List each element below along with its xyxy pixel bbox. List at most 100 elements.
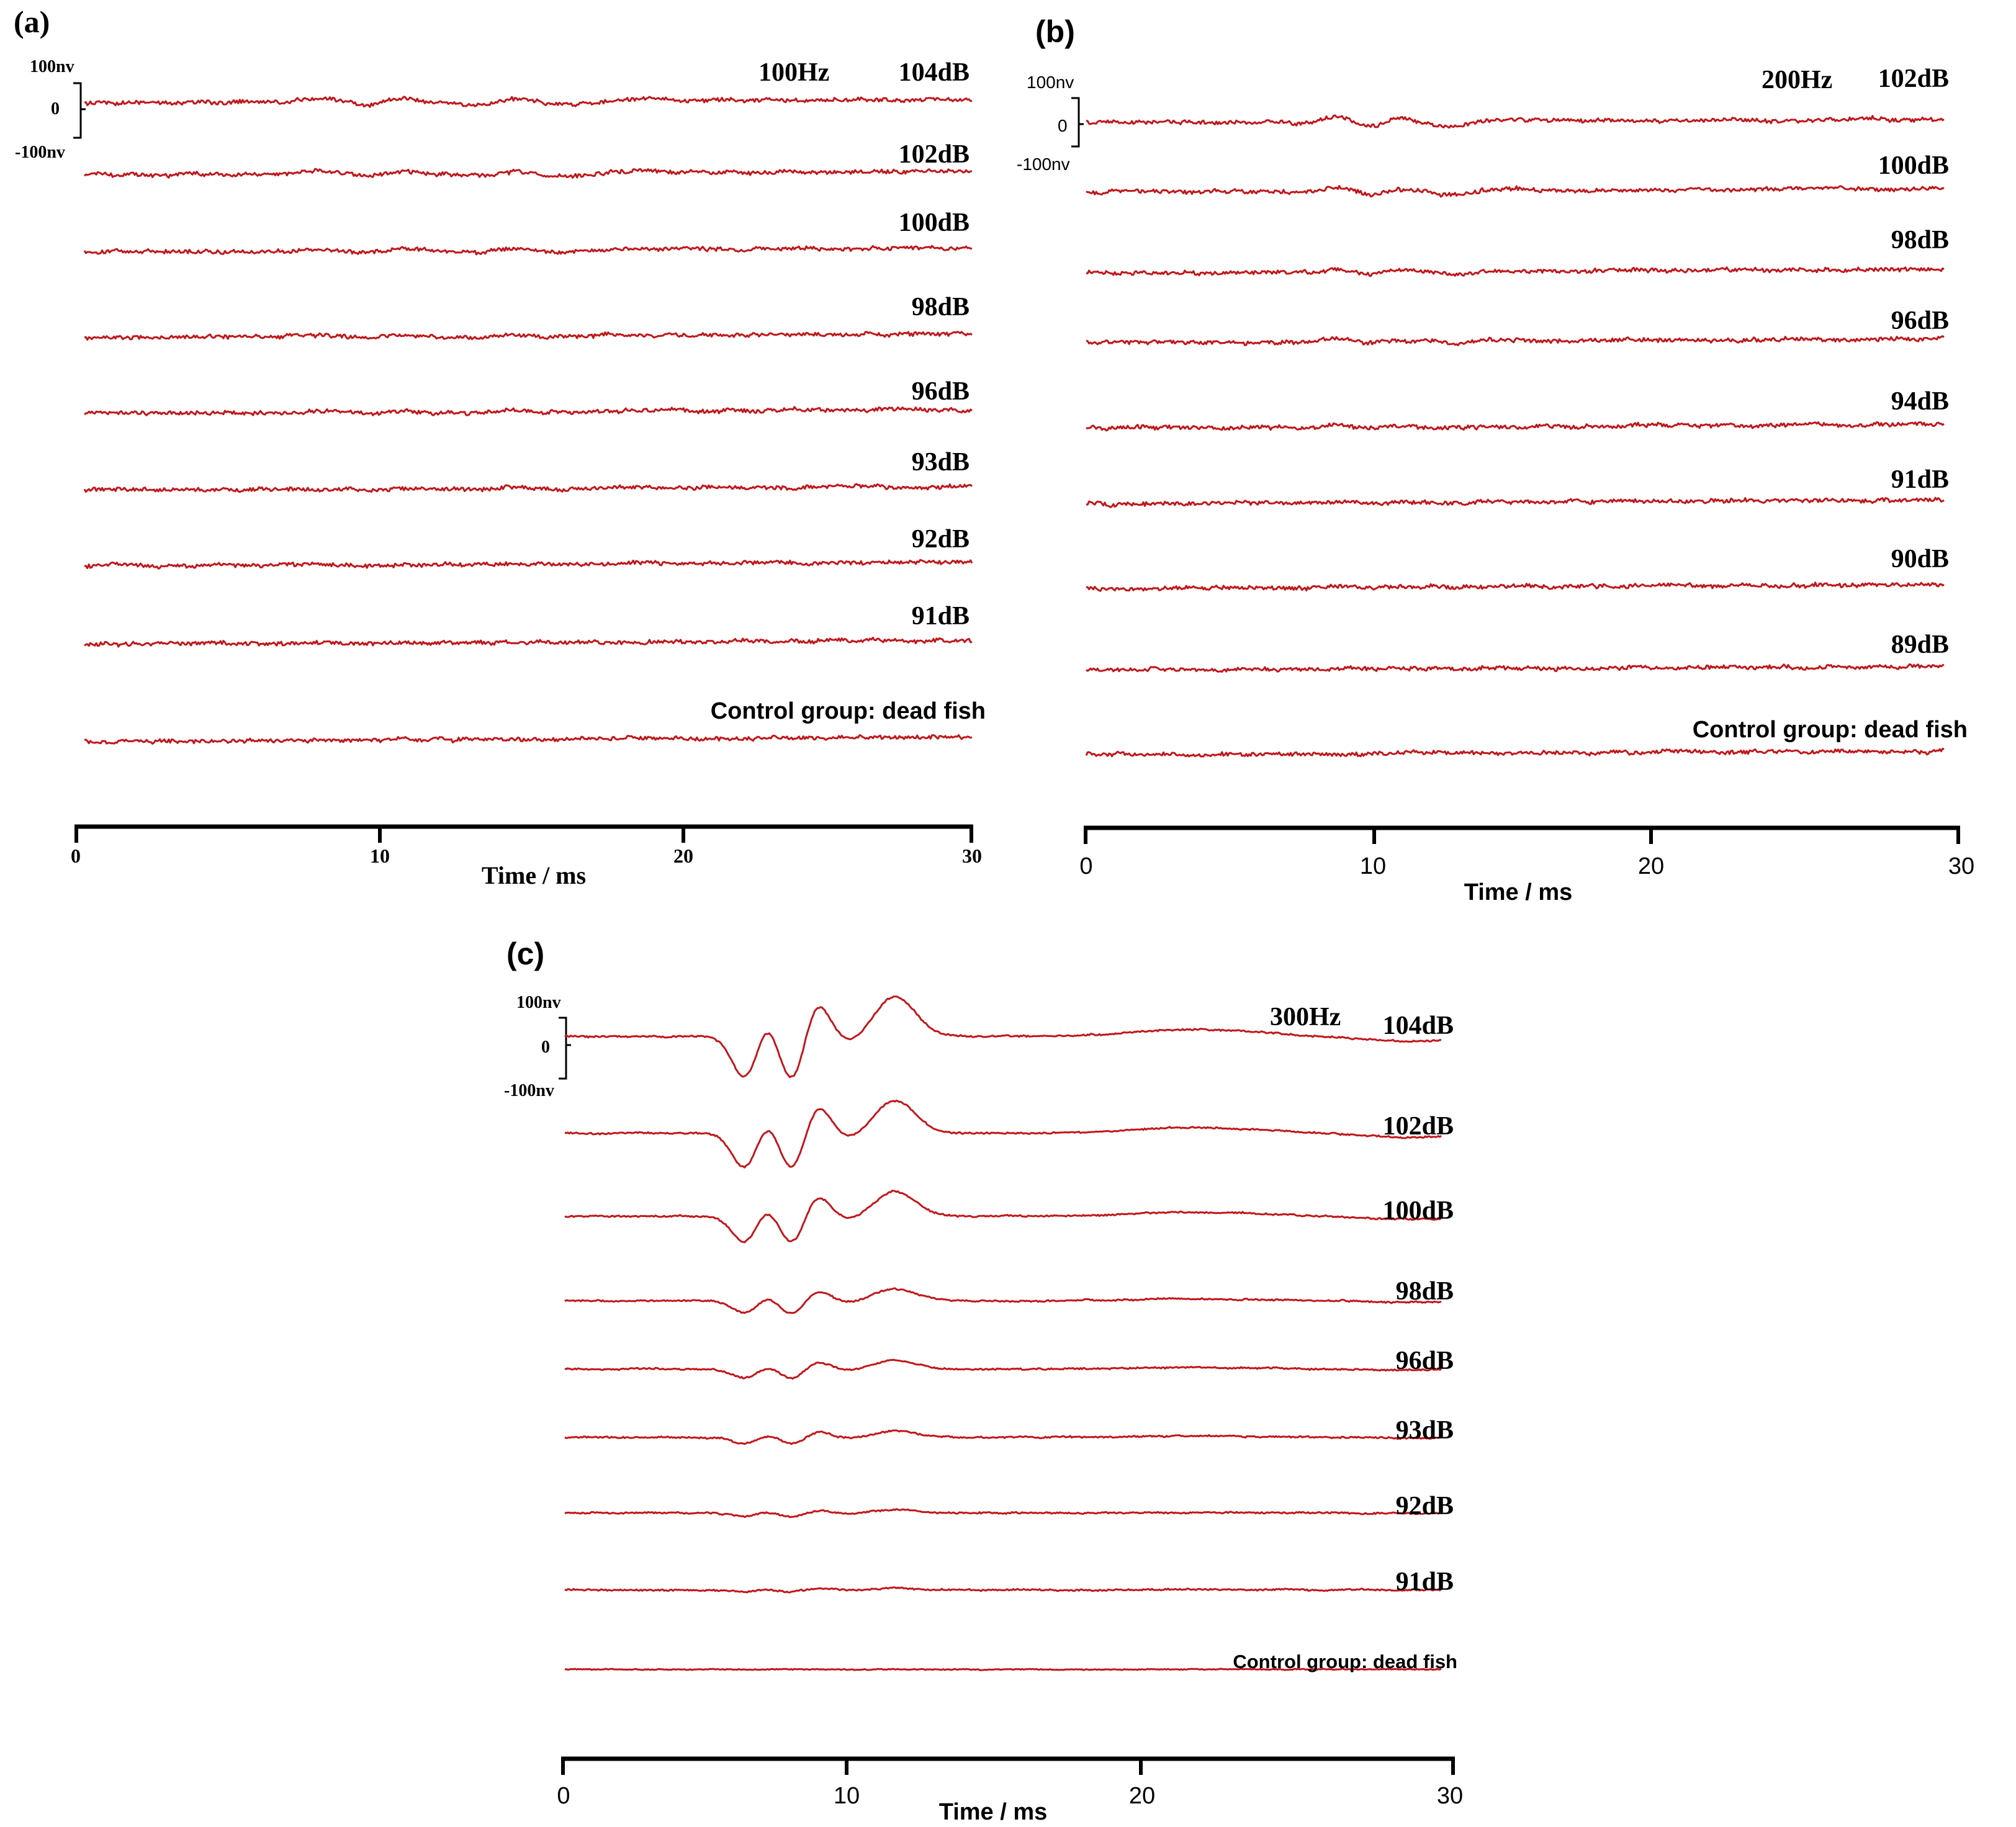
panel-b-x-axis: 0 10 20 30 Time / ms xyxy=(1079,825,1974,905)
trace-94db xyxy=(1086,421,1945,432)
panel-c-label-control: Control group: dead fish xyxy=(1233,1651,1457,1672)
panel-a-frequency: 100Hz xyxy=(758,58,829,87)
trace-89db xyxy=(1086,663,1945,673)
panel-b-scale-top: 100nv xyxy=(1027,73,1074,92)
trace-90db xyxy=(1086,581,1945,592)
panel-c-letter: (c) xyxy=(506,936,544,971)
panel-b-traces xyxy=(1085,114,1945,758)
panel-c-scale-bracket xyxy=(559,1017,571,1080)
panel-a-label-93db: 93dB xyxy=(912,448,970,477)
panel-a-label-control: Control group: dead fish xyxy=(711,698,986,724)
trace-92db xyxy=(84,559,973,570)
panel-b-label-89db: 89dB xyxy=(1891,631,1949,659)
panel-c-label-91db: 91dB xyxy=(1396,1568,1454,1596)
panel-a-scale-bottom: -100nv xyxy=(15,143,65,162)
panel-a-scale-bar: 100nv 0 -100nv xyxy=(15,57,86,162)
trace-102db xyxy=(1086,114,1945,129)
panel-c-traces xyxy=(564,995,1442,1671)
panel-b-scale-bar: 100nv 0 -100nv xyxy=(1017,73,1084,174)
trace-91db xyxy=(84,637,973,648)
panel-c-label-100db: 100dB xyxy=(1383,1196,1454,1225)
panel-a-label-98db: 98dB xyxy=(912,293,970,321)
panel-a-scale-top: 100nv xyxy=(30,57,74,76)
panel-c-tick-label-0: 0 xyxy=(557,1783,570,1809)
panel-b-tick-label-30: 30 xyxy=(1948,853,1974,879)
trace-104db xyxy=(84,96,973,108)
trace-100db xyxy=(83,245,973,256)
panel-b-tick-label-20: 20 xyxy=(1638,853,1664,879)
panel-a-label-92db: 92dB xyxy=(912,525,970,554)
trace-100db xyxy=(1086,185,1945,198)
panel-c-frequency: 300Hz xyxy=(1270,1003,1341,1031)
trace-control-group-dead-fish xyxy=(84,734,973,745)
panel-b-label-91db: 91dB xyxy=(1891,465,1949,494)
panel-c-x-axis: 0 10 20 30 Time / ms xyxy=(557,1756,1463,1825)
panel-b: (b) 200Hz 100nv 0 -100nv 102dB 100dB 98d… xyxy=(1017,14,1974,905)
panel-a-scale-mid: 0 xyxy=(51,99,60,119)
panel-c-scale-bottom: -100nv xyxy=(504,1081,554,1100)
panel-a-scale-bracket xyxy=(73,82,86,139)
panel-c-tick-label-20: 20 xyxy=(1129,1783,1155,1809)
trace-control-group-dead-fish xyxy=(564,1668,1442,1671)
panel-c-tick-label-30: 30 xyxy=(1437,1783,1463,1809)
panel-a-xlabel: Time / ms xyxy=(482,861,586,889)
trace-98db xyxy=(564,1287,1442,1314)
trace-102db xyxy=(564,1099,1442,1169)
panel-a-traces xyxy=(83,96,973,745)
trace-104db xyxy=(564,995,1442,1079)
panel-c-scale-bar: 100nv 0 -100nv xyxy=(504,993,571,1100)
trace-93db xyxy=(83,483,973,493)
panel-c-label-92db: 92dB xyxy=(1396,1492,1454,1520)
panel-b-label-98db: 98dB xyxy=(1891,226,1949,254)
panel-c-label-96db: 96dB xyxy=(1396,1347,1454,1375)
panel-c-label-102db: 102dB xyxy=(1383,1112,1454,1141)
trace-96db xyxy=(1086,335,1945,346)
trace-93db xyxy=(564,1429,1442,1445)
trace-92db xyxy=(564,1508,1442,1519)
trace-98db xyxy=(1086,266,1945,277)
panel-c-label-93db: 93dB xyxy=(1396,1416,1454,1445)
panel-a-label-104db: 104dB xyxy=(899,58,970,87)
panel-b-scale-mid: 0 xyxy=(1058,116,1068,135)
panel-b-scale-bottom: -100nv xyxy=(1017,155,1070,174)
panel-b-frequency: 200Hz xyxy=(1762,66,1832,94)
panel-b-scale-bracket xyxy=(1071,97,1084,148)
panel-a-tick-label-10: 10 xyxy=(370,845,390,867)
panel-c: (c) 300Hz 100nv 0 -100nv 104dB 102dB 100… xyxy=(504,936,1463,1825)
trace-91db xyxy=(564,1586,1442,1594)
panel-b-letter: (b) xyxy=(1035,14,1075,49)
panel-a-label-102db: 102dB xyxy=(899,140,970,169)
panel-c-scale-mid: 0 xyxy=(541,1038,550,1057)
panel-b-label-96db: 96dB xyxy=(1891,307,1949,335)
panel-a-x-axis: 0 10 20 30 Time / ms xyxy=(71,824,982,889)
panel-b-tick-label-10: 10 xyxy=(1360,853,1386,879)
panel-c-xlabel: Time / ms xyxy=(939,1799,1048,1825)
panel-b-label-90db: 90dB xyxy=(1891,545,1949,573)
panel-a: (a) 100Hz 100nv 0 -100nv 104dB 102dB 100… xyxy=(14,4,986,889)
panel-c-label-104db: 104dB xyxy=(1383,1012,1454,1040)
trace-98db xyxy=(84,331,973,341)
trace-102db xyxy=(83,168,973,179)
panel-a-tick-label-30: 30 xyxy=(962,845,982,867)
panel-b-label-102db: 102dB xyxy=(1878,65,1949,93)
trace-96db xyxy=(564,1358,1442,1380)
trace-91db xyxy=(1086,496,1945,508)
panel-a-label-96db: 96dB xyxy=(912,377,970,406)
panel-b-label-control: Control group: dead fish xyxy=(1693,717,1968,743)
trace-100db xyxy=(564,1190,1442,1244)
panel-b-xlabel: Time / ms xyxy=(1464,879,1573,905)
panel-a-letter: (a) xyxy=(14,4,50,39)
panel-c-scale-top: 100nv xyxy=(516,993,561,1012)
panel-a-label-100db: 100dB xyxy=(899,209,970,237)
panel-c-tick-label-10: 10 xyxy=(834,1783,860,1809)
trace-control-group-dead-fish xyxy=(1085,747,1945,758)
trace-96db xyxy=(84,406,973,416)
panel-a-tick-label-20: 20 xyxy=(673,845,693,867)
panel-a-label-91db: 91dB xyxy=(912,602,970,631)
panel-a-tick-label-0: 0 xyxy=(71,845,81,867)
panel-b-tick-label-0: 0 xyxy=(1079,853,1092,879)
panel-b-label-100db: 100dB xyxy=(1878,151,1949,180)
panel-c-label-98db: 98dB xyxy=(1396,1277,1454,1306)
panel-b-label-94db: 94dB xyxy=(1891,387,1949,416)
